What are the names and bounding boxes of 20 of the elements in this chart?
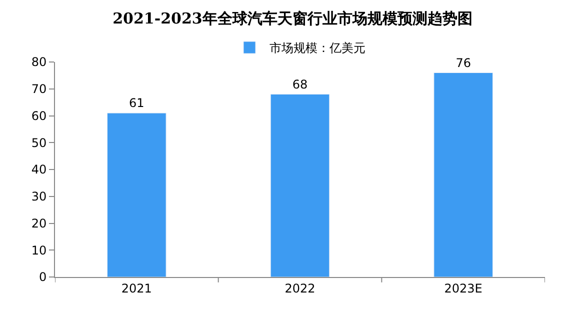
- chart-title: 2021-2023年全球汽车天窗行业市场规模预测趋势图: [112, 10, 472, 28]
- x-tick-label: 2022: [284, 281, 316, 296]
- bar: [107, 112, 166, 277]
- x-tick-label: 2021: [121, 281, 152, 296]
- y-tick-label: 50: [31, 136, 47, 150]
- y-tick-label: 70: [31, 82, 47, 96]
- y-tick-label: 30: [31, 190, 47, 204]
- y-tick-label: 10: [31, 243, 47, 258]
- y-tick-label: 40: [31, 162, 47, 177]
- data-label: 76: [456, 56, 471, 70]
- y-tick-label: 20: [31, 216, 47, 230]
- bar: [270, 94, 330, 277]
- y-tick-label: 60: [31, 108, 47, 123]
- y-tick-label: 0: [38, 270, 47, 284]
- legend-label: 市场规模：亿美元: [270, 41, 366, 56]
- data-label: 61: [129, 96, 144, 110]
- bar: [434, 72, 493, 277]
- data-label: 68: [292, 77, 308, 92]
- x-tick-label: 2023E: [444, 281, 482, 296]
- y-tick-label: 80: [31, 55, 47, 70]
